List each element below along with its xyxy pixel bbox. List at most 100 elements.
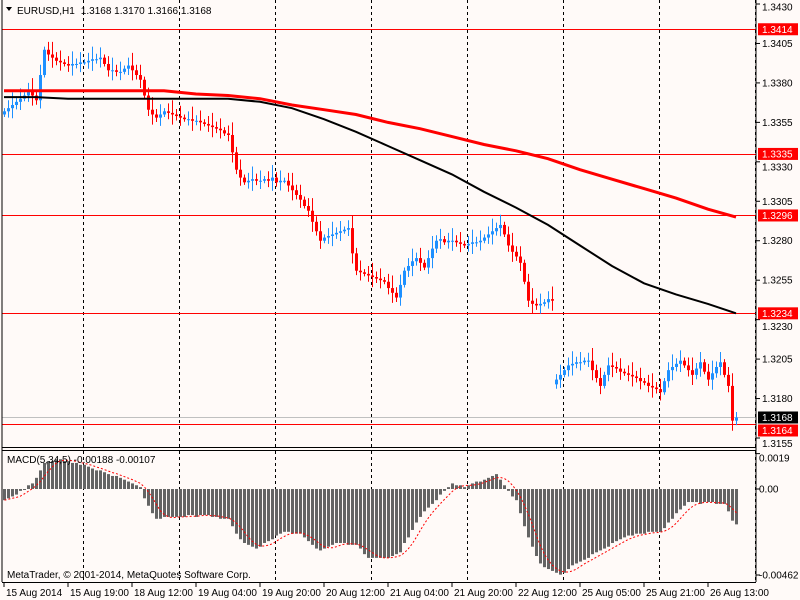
candle-body	[659, 389, 662, 393]
candle-body	[647, 382, 650, 386]
candle-body	[79, 62, 82, 64]
candle-body	[143, 79, 146, 96]
candle-body	[223, 130, 226, 134]
candle-body	[683, 360, 686, 366]
macd-bar	[715, 489, 718, 504]
macd-bar	[659, 489, 662, 532]
candle-body	[375, 277, 378, 279]
candle-body	[451, 240, 454, 242]
horizontal-lines	[2, 29, 756, 425]
candle-body	[63, 62, 66, 64]
candle-body	[263, 179, 266, 181]
macd-bar	[491, 475, 494, 489]
triangle-down-icon[interactable]	[6, 7, 12, 11]
candle-body	[75, 63, 78, 65]
candle-body	[707, 371, 710, 380]
candle-body	[727, 374, 730, 386]
line-price-tag	[758, 23, 798, 36]
macd-bar	[87, 466, 90, 489]
macd-bar	[251, 489, 254, 547]
candle-body	[355, 253, 358, 271]
price-tick-label: 1.3205	[762, 355, 793, 366]
candle-body	[351, 228, 354, 254]
candle-body	[503, 224, 506, 235]
candle-body	[199, 120, 202, 123]
line-price-tag-text: 1.3164	[762, 426, 793, 437]
macd-bar	[307, 489, 310, 542]
candle-body	[427, 258, 430, 268]
price-tick-label: 1.3430	[762, 3, 793, 14]
line-price-tag-text: 1.3414	[762, 25, 793, 36]
macd-tick-label: -0.00462	[759, 571, 799, 582]
macd-bar	[691, 489, 694, 503]
macd-bar	[587, 489, 590, 558]
macd-bar	[67, 461, 70, 489]
time-tick-label: 22 Aug 12:00	[518, 588, 577, 599]
price-tick-label: 1.3180	[762, 394, 793, 405]
macd-bar	[487, 477, 490, 489]
macd-bar	[687, 489, 690, 503]
macd-bar	[411, 489, 414, 530]
candle-body	[431, 248, 434, 259]
candle-body	[135, 70, 138, 76]
macd-bar	[183, 489, 186, 517]
macd-bar	[83, 464, 86, 489]
macd-bar	[187, 489, 190, 516]
time-tick-label: 25 Aug 05:00	[582, 588, 641, 599]
candle-body	[203, 122, 206, 124]
macd-bar	[319, 489, 322, 551]
candle-body	[603, 374, 606, 386]
macd-bar	[279, 489, 282, 534]
macd-bar	[267, 489, 270, 542]
candle-body	[539, 303, 542, 306]
time-tick-label: 25 Aug 21:00	[646, 588, 705, 599]
macd-bar	[103, 472, 106, 489]
candle-body	[455, 240, 458, 243]
candle-body	[55, 57, 58, 61]
candle-body	[295, 190, 298, 195]
candle-body	[363, 272, 366, 274]
candle-body	[39, 75, 42, 101]
candle-body	[543, 302, 546, 304]
macd-bar	[663, 489, 666, 529]
candle-body	[183, 117, 186, 120]
macd-bar	[303, 489, 306, 538]
macd-bar	[295, 489, 298, 534]
macd-bar	[435, 489, 438, 501]
macd-bar	[199, 489, 202, 516]
macd-bar	[707, 489, 710, 503]
candle-body	[639, 378, 642, 382]
candle-body	[191, 119, 194, 121]
candle-body	[479, 240, 482, 243]
candle-body	[719, 362, 722, 367]
macd-bar	[551, 489, 554, 571]
candle-body	[315, 221, 318, 232]
macd-bar	[331, 489, 334, 545]
candle-body	[571, 363, 574, 366]
time-tick-label: 19 Aug 04:00	[198, 588, 257, 599]
candle-body	[687, 365, 690, 371]
price-tick-label: 1.3280	[762, 236, 793, 247]
candle-body	[559, 374, 562, 380]
candle-body	[235, 152, 238, 170]
price-tags: 1.3414 1.3335 1.3296 1.3234 1.3168 1.3164	[758, 23, 798, 437]
macd-bar	[347, 489, 350, 545]
macd-bar	[727, 489, 730, 512]
candle-body	[239, 169, 242, 178]
candle-body	[675, 363, 678, 367]
candle-body	[71, 63, 74, 66]
price-tick-label: 1.3405	[762, 39, 793, 50]
macd-bar	[387, 489, 390, 558]
macd-bar	[539, 489, 542, 564]
macd-bar	[167, 489, 170, 517]
candle-body	[703, 362, 706, 372]
candle-body	[627, 373, 630, 375]
macd-bar	[315, 489, 318, 549]
candle-body	[359, 270, 362, 273]
candle-body	[15, 101, 18, 106]
candle-body	[651, 385, 654, 388]
candle-body	[415, 258, 418, 262]
candle-body	[395, 292, 398, 298]
macd-bar	[651, 489, 654, 532]
